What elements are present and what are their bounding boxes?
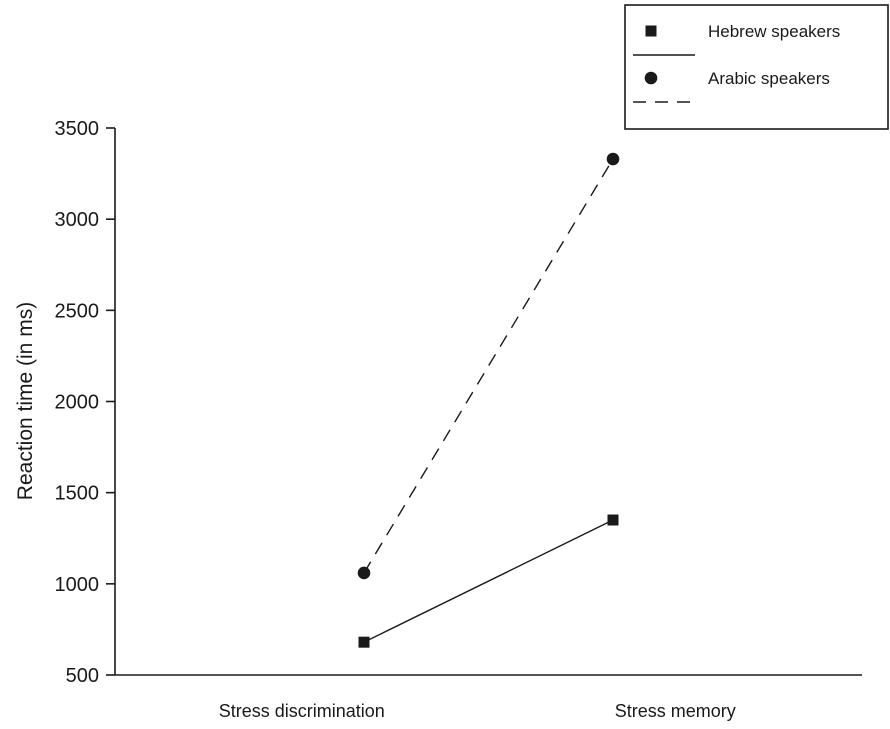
square-marker-icon <box>645 25 657 37</box>
x-category-label: Stress memory <box>615 701 736 721</box>
circle-marker-icon <box>644 71 658 85</box>
series-line <box>363 519 614 643</box>
legend-item-hebrew-speakers: Hebrew speakers <box>633 22 840 56</box>
y-axis-ticks: 500 1000 1500 2000 2500 3000 3500 <box>55 118 115 687</box>
square-marker-icon <box>358 636 370 648</box>
x-category-labels: Stress discrimination Stress memory <box>219 701 736 721</box>
y-tick-label: 2500 <box>55 300 100 322</box>
series-hebrew-speakers <box>358 514 619 648</box>
series-arabic-speakers <box>357 152 620 580</box>
series-line <box>363 158 614 574</box>
circle-marker-icon <box>606 152 620 166</box>
legend-label: Hebrew speakers <box>708 22 840 41</box>
square-marker-icon <box>607 514 619 526</box>
y-tick-label: 1500 <box>55 483 100 505</box>
legend-label: Arabic speakers <box>708 69 830 88</box>
x-category-label: Stress discrimination <box>219 701 385 721</box>
y-axis-title: Reaction time (in ms) <box>14 301 37 501</box>
legend-item-arabic-speakers: Arabic speakers <box>633 69 830 103</box>
y-tick-label: 1000 <box>55 574 100 596</box>
y-tick-label: 3500 <box>55 118 100 140</box>
legend: Hebrew speakers Arabic speakers <box>624 4 889 130</box>
y-tick-label: 3000 <box>55 209 100 231</box>
y-tick-label: 500 <box>66 665 99 687</box>
axes <box>114 128 862 676</box>
circle-marker-icon <box>357 566 371 580</box>
legend-box <box>624 4 889 130</box>
y-tick-label: 2000 <box>55 392 100 414</box>
